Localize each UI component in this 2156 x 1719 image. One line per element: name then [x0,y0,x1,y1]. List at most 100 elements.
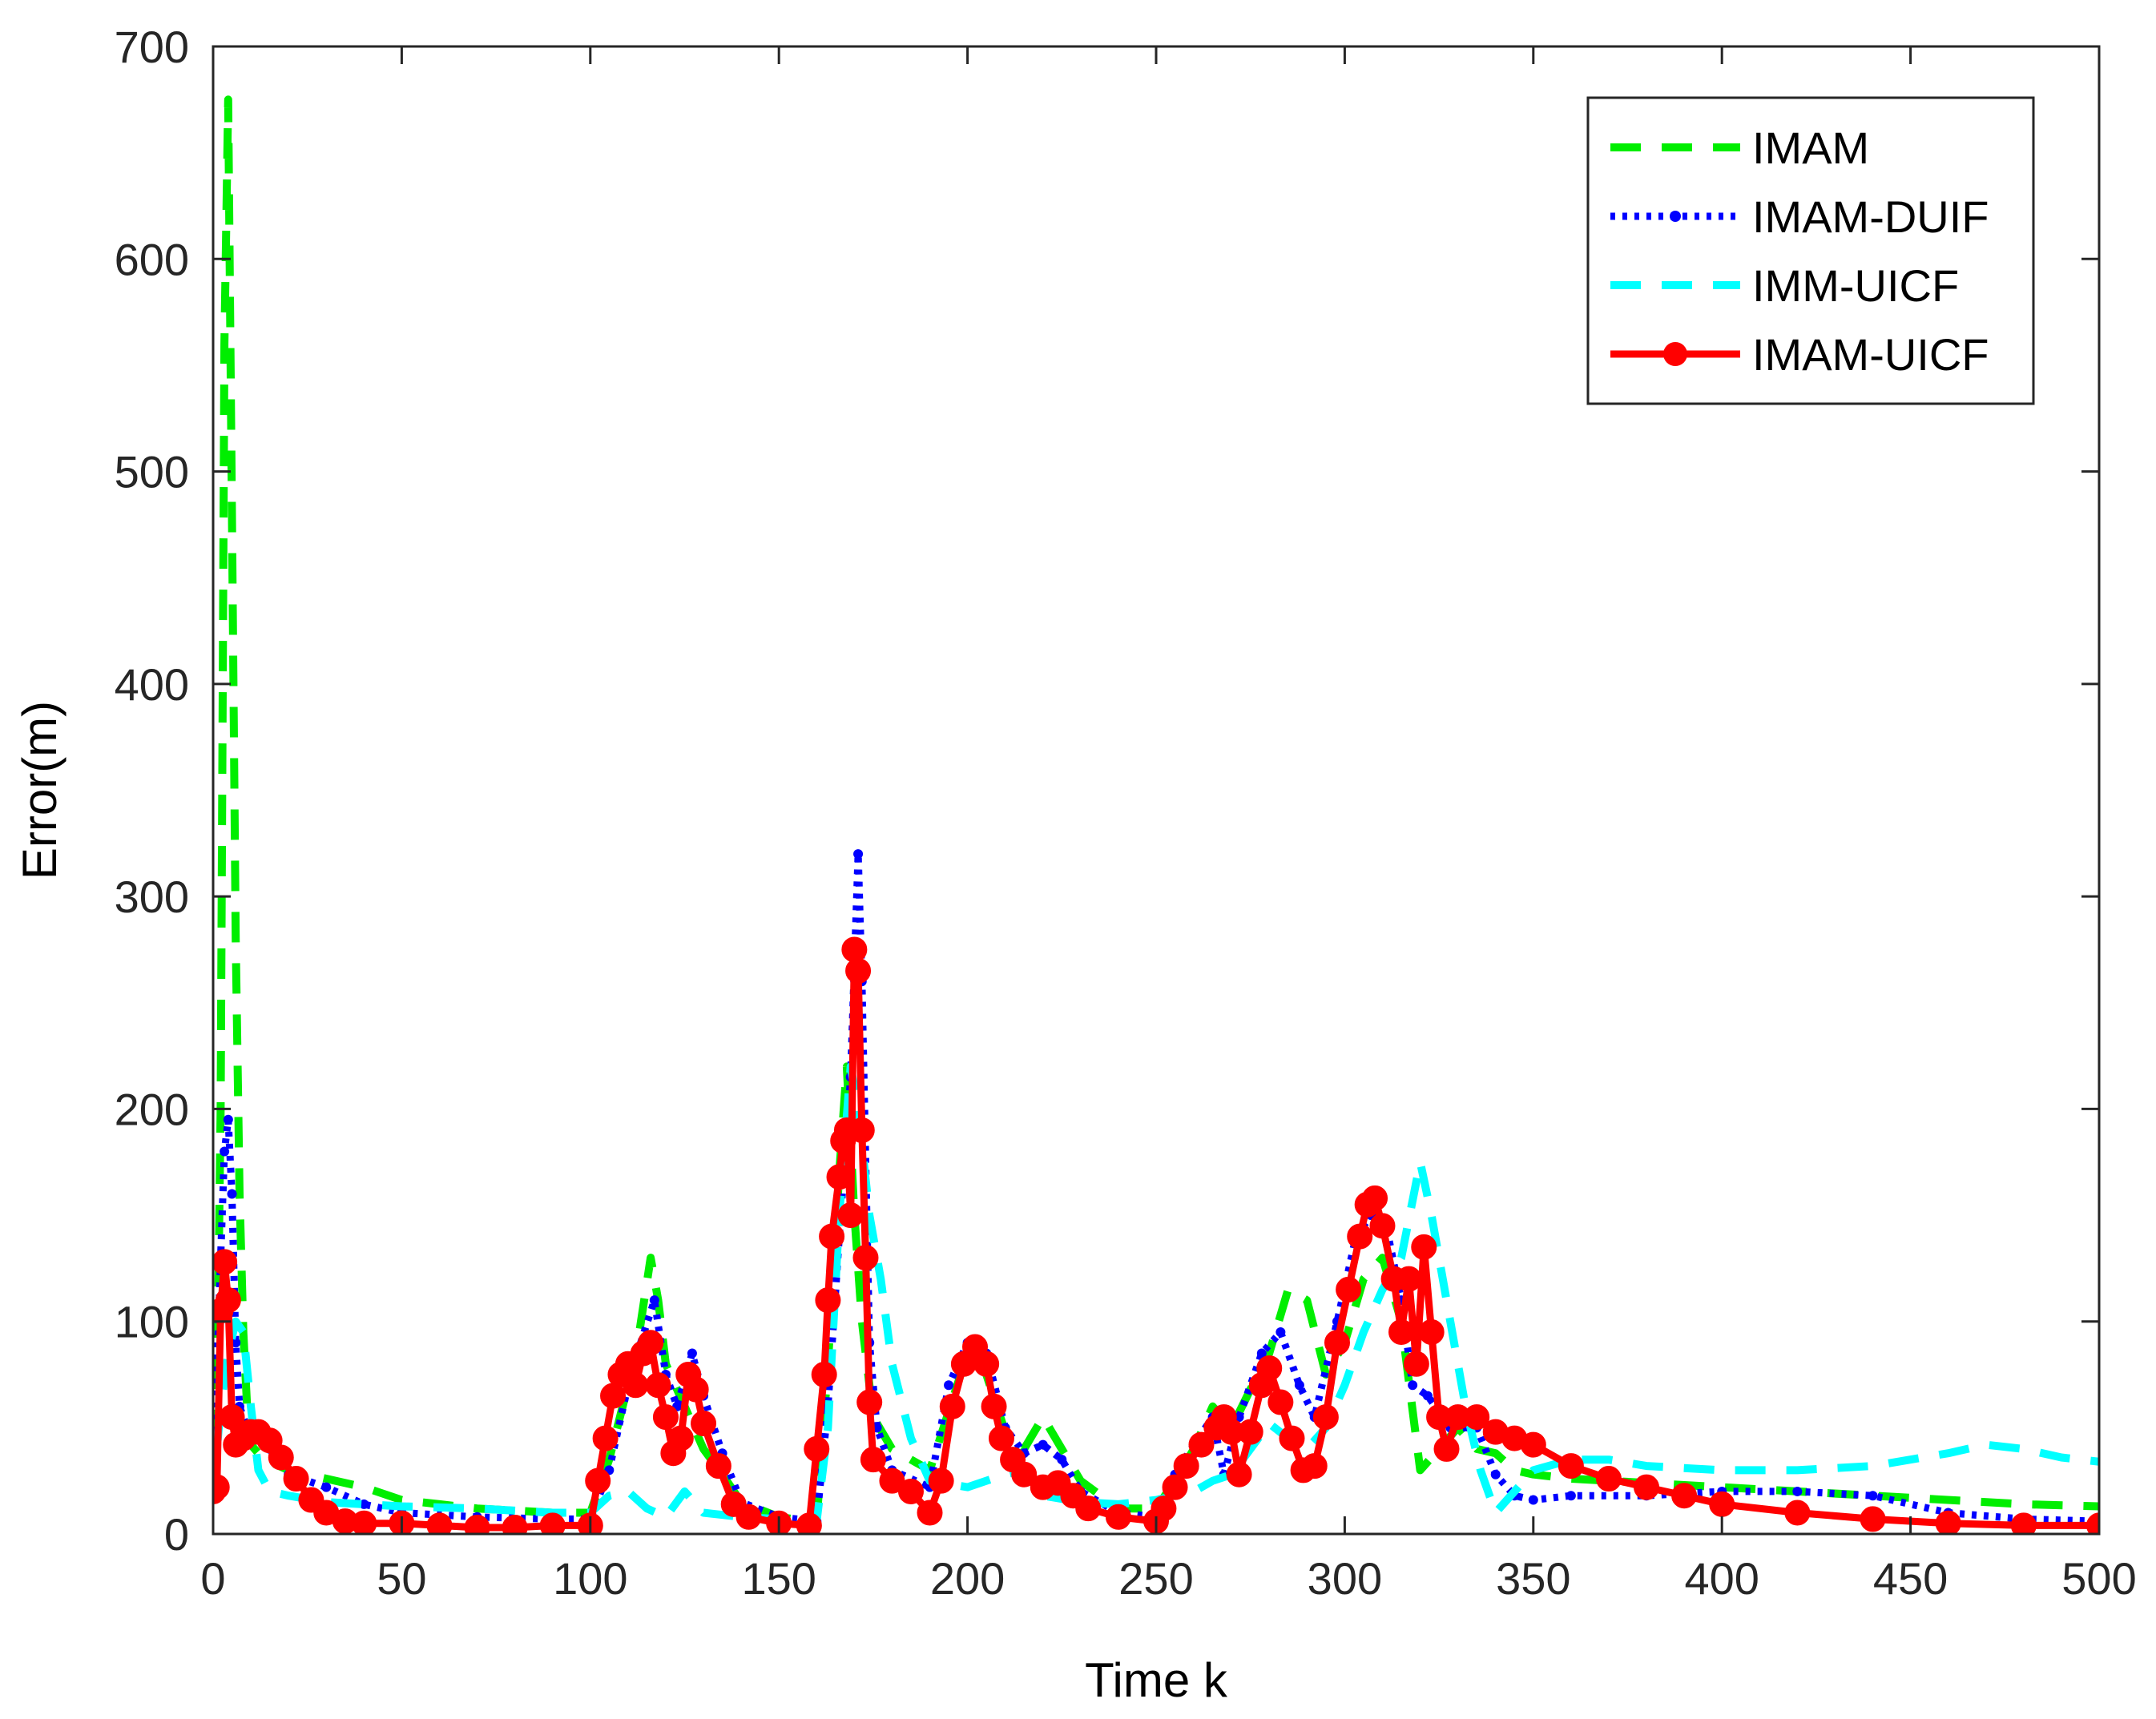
data-point-imam-uicf [592,1425,619,1451]
y-tick-label: 300 [115,872,189,922]
data-point-imam-uicf [981,1393,1007,1419]
data-point-imam-uicf [1784,1500,1811,1526]
data-point-imam-duif [1038,1439,1048,1450]
data-point-imam-uicf [600,1383,627,1409]
data-point-imam-uicf [928,1467,954,1494]
data-point-imam-uicf [1709,1491,1735,1517]
data-point-imam-uicf [917,1500,943,1526]
plot-area [213,95,2099,1534]
x-tick-label: 250 [1118,1553,1193,1604]
data-point-imam-duif [944,1380,954,1391]
data-point-imam-uicf [815,1287,841,1314]
data-point-imam-duif [1234,1412,1244,1423]
data-point-imam-uicf [1595,1466,1622,1492]
data-point-imam-uicf [1301,1453,1328,1479]
x-tick-label: 300 [1308,1553,1382,1604]
data-point-imam-duif [1256,1348,1267,1359]
legend: IMAM IMAM-DUIF IMM-UICF IMAM-UICF [1586,96,2035,405]
series-layer [213,95,2099,1534]
data-point-imam-uicf [1011,1461,1038,1488]
data-point-imam-uicf [1162,1474,1188,1500]
y-tick-label: 100 [115,1297,189,1347]
y-tick-label: 600 [115,234,189,284]
x-tick-label: 450 [1873,1553,1948,1604]
data-point-imam-uicf [585,1467,611,1494]
x-tick-label: 50 [377,1553,426,1604]
data-point-imam-uicf [464,1515,490,1534]
data-point-imam-uicf [819,1223,845,1250]
legend-label-imam-duif: IMAM-DUIF [1752,191,1989,242]
legend-label-imam: IMAM [1752,123,1869,173]
data-point-imam-duif [220,1146,230,1157]
data-point-imam-uicf [683,1376,709,1403]
legend-label-imam-uicf: IMAM-UICF [1752,329,1989,380]
axes-layer: 0 50 100 150 200 250 300 350 400 450 500 0 100 200 300… [115,22,2137,1604]
data-point-imam-uicf [1634,1474,1660,1500]
data-point-imam-duif [1868,1491,1878,1501]
data-point-imam-uicf [1369,1213,1396,1239]
data-point-imam-uicf [796,1512,822,1534]
data-point-imam-duif [1275,1326,1286,1337]
data-point-imam-uicf [845,957,872,984]
x-tick-label: 0 [200,1553,225,1604]
data-point-imam-uicf [1388,1318,1415,1345]
data-point-imam-duif [1490,1469,1501,1479]
data-point-imam-duif [1057,1455,1067,1465]
data-point-imam-uicf [1237,1419,1263,1445]
data-point-imam-duif [321,1482,332,1492]
data-point-imam-uicf [1256,1355,1283,1382]
data-point-imam-uicf [837,1202,864,1229]
x-tick-label: 150 [741,1553,816,1604]
data-point-imam-uicf [841,936,868,963]
data-point-imam-uicf [1151,1496,1177,1522]
data-point-imam-uicf [1336,1276,1362,1302]
data-point-imam-uicf [1433,1435,1460,1462]
data-point-imam-uicf [1396,1266,1422,1292]
data-point-imam-uicf [860,1447,886,1473]
data-point-imam-duif [227,1189,237,1199]
data-point-imam-uicf [1418,1318,1445,1345]
data-point-imam-uicf [988,1425,1014,1451]
data-point-imam-uicf [1464,1404,1490,1431]
data-point-imam-uicf [1362,1185,1388,1211]
data-point-imam-duif [223,1114,233,1125]
data-point-imam-duif [853,849,864,860]
data-point-imam-uicf [1403,1351,1429,1377]
data-point-imam-duif [1566,1491,1576,1501]
data-point-imam-uicf [213,1249,238,1275]
legend-marker-imam-uicf [1663,342,1687,366]
data-point-imam-uicf [897,1478,924,1504]
y-tick-label: 400 [115,659,189,710]
data-point-imam-uicf [351,1510,377,1534]
data-point-imam-uicf [1411,1234,1437,1260]
data-point-imam-duif [649,1295,659,1306]
data-point-imam-duif [1528,1495,1538,1505]
data-point-imam-duif [687,1348,697,1359]
data-point-imam-duif [1408,1380,1418,1391]
data-point-imam-uicf [283,1466,309,1492]
data-point-imam-uicf [1267,1389,1294,1415]
data-point-imam-uicf [623,1372,649,1399]
data-point-imam-uicf [2010,1512,2037,1534]
y-tick-label: 500 [115,447,189,497]
data-point-imam-uicf [219,1404,245,1431]
y-tick-label: 700 [115,22,189,72]
data-point-imam-uicf [1312,1404,1339,1431]
data-point-imam-uicf [1324,1330,1350,1356]
data-point-imam-uicf [1347,1223,1373,1250]
data-point-imam-uicf [426,1512,453,1534]
data-point-imam-uicf [1226,1461,1252,1488]
data-point-imam-uicf [667,1425,694,1451]
data-point-imam-uicf [1075,1496,1102,1522]
data-point-imam-duif [359,1499,369,1509]
y-axis-title: Error(m) [13,701,66,880]
data-point-imam-uicf [213,1474,230,1500]
data-point-imam-uicf [1173,1453,1199,1479]
data-point-imam-uicf [1188,1431,1215,1458]
x-tick-label: 350 [1496,1553,1570,1604]
x-tick-label: 100 [553,1553,627,1604]
data-point-imam-uicf [735,1504,762,1530]
data-point-imam-uicf [1279,1425,1305,1451]
data-point-imam-uicf [1935,1510,1961,1534]
